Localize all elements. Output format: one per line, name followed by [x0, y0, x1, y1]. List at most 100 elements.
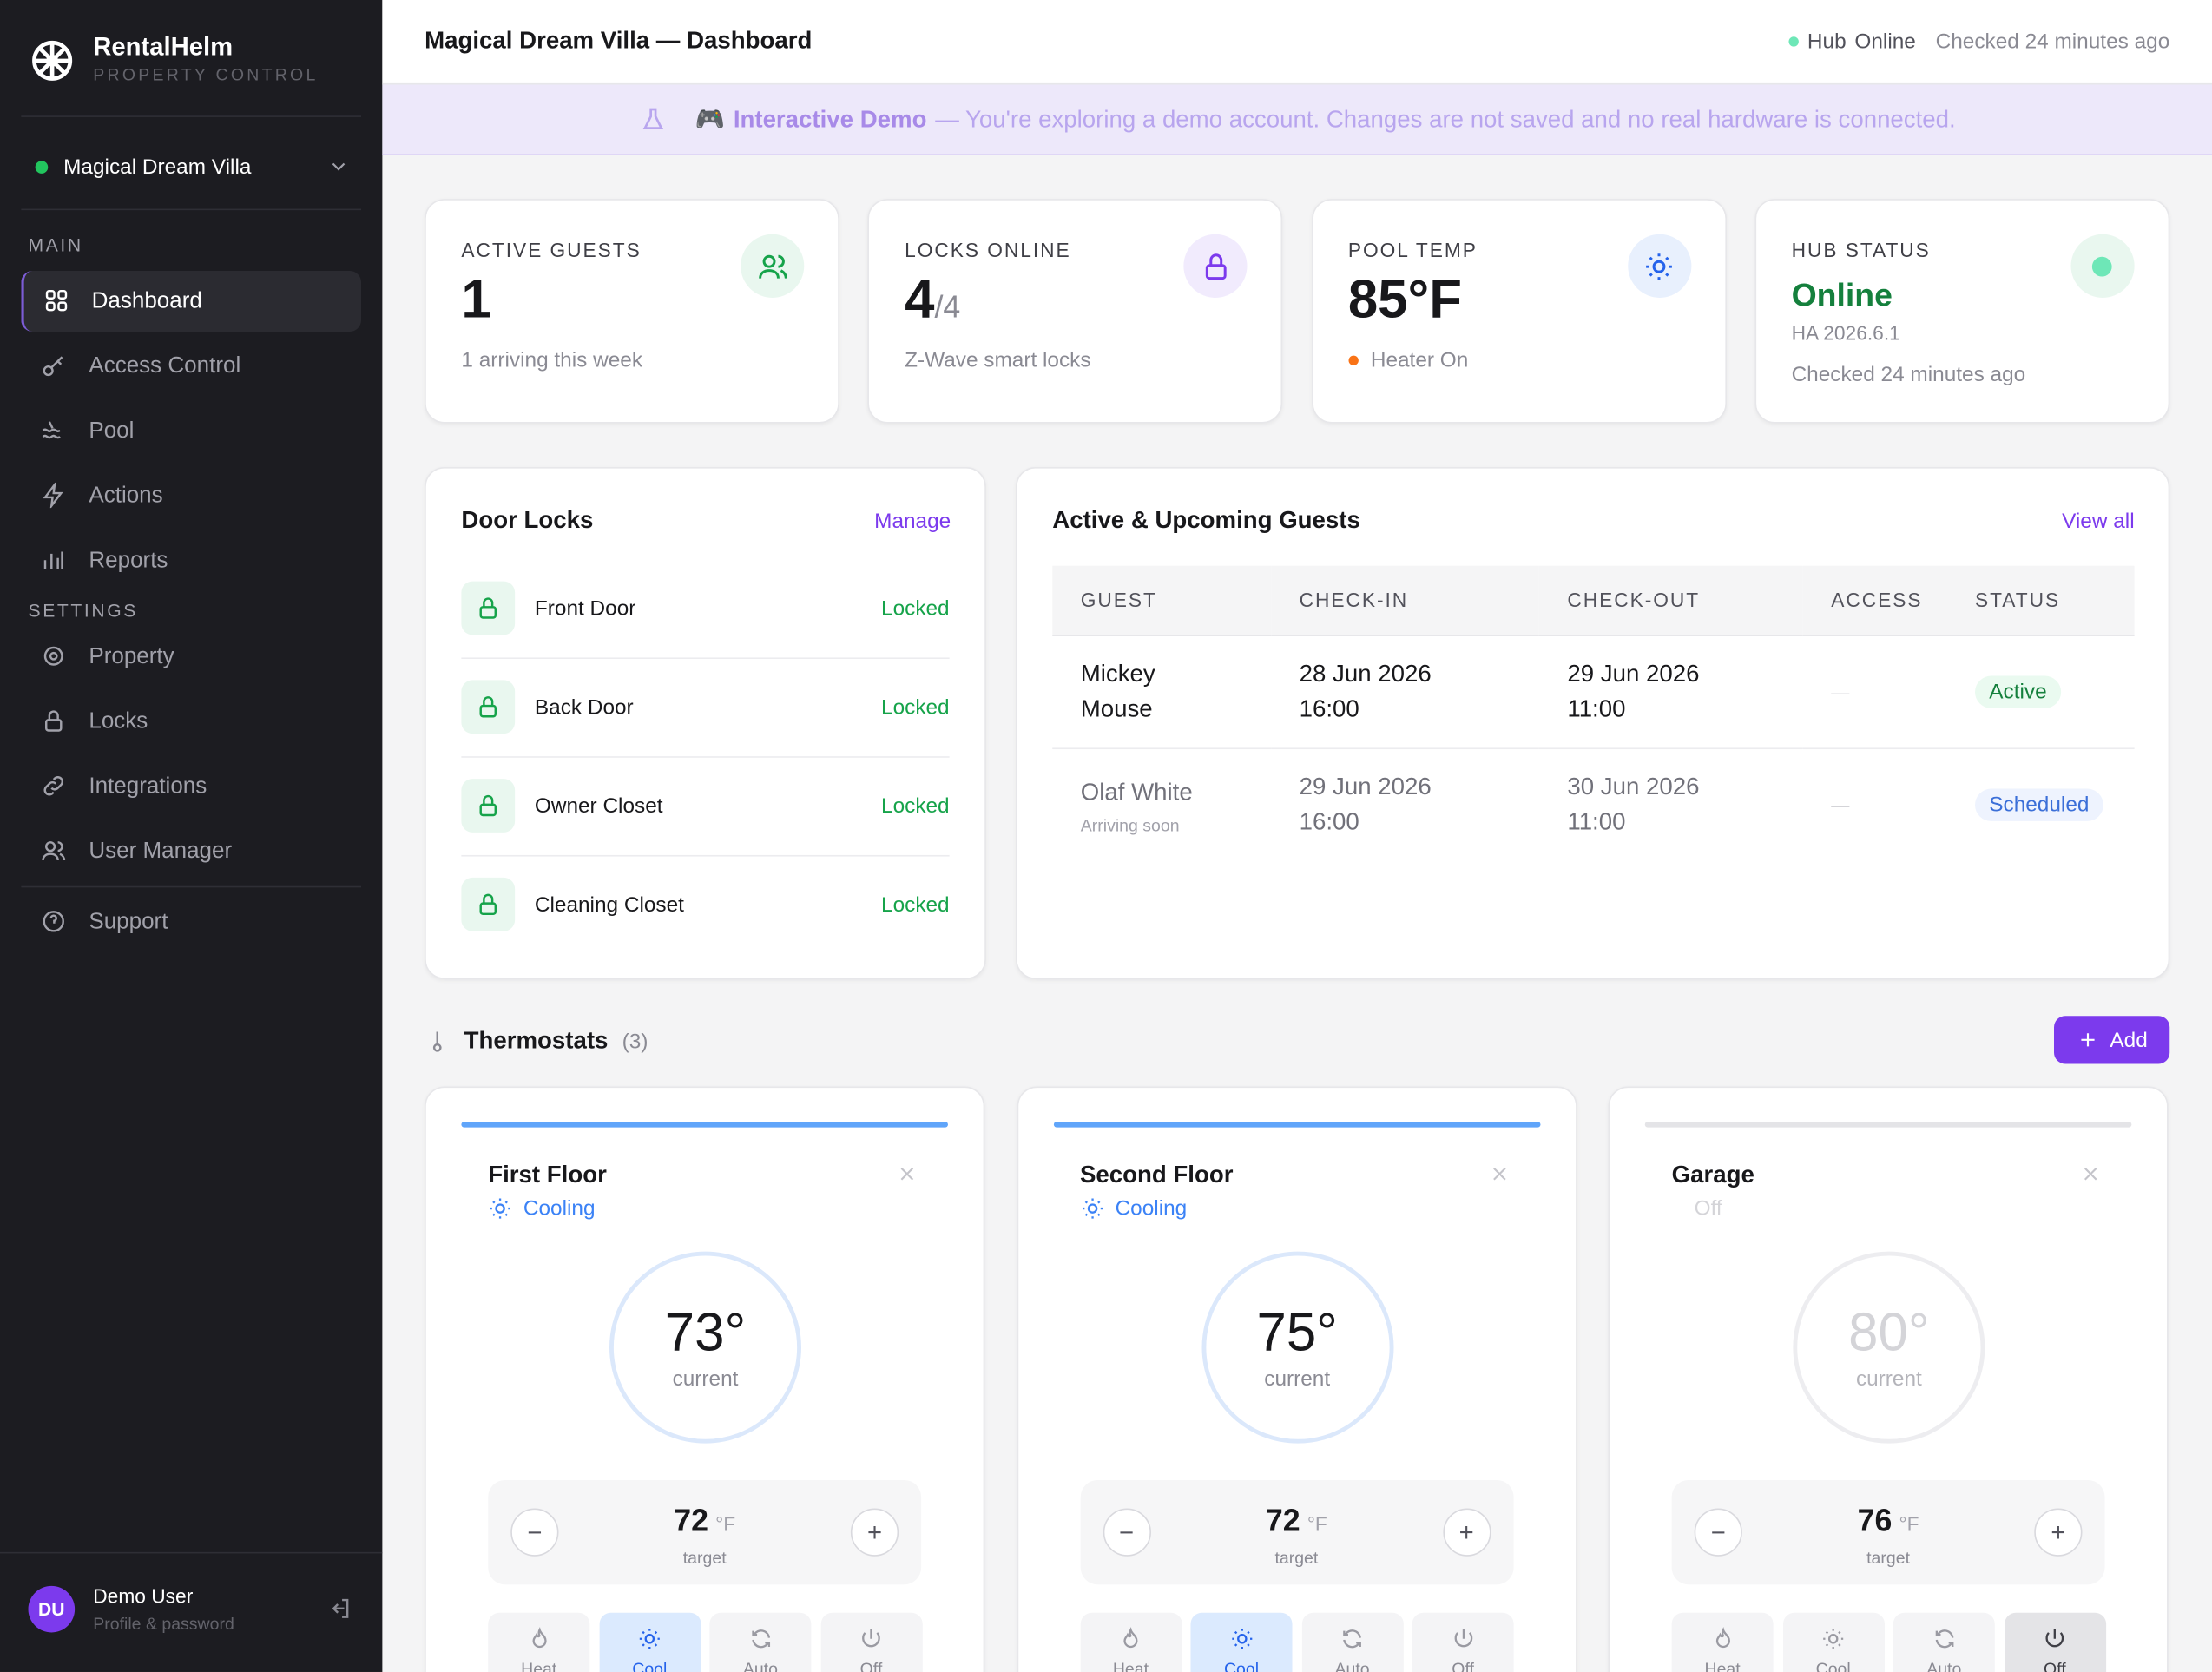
status-dot — [2092, 255, 2113, 276]
stat-card: HUB STATUS Online HA 2026.6.1 Checked 24 mi… — [1754, 199, 2170, 424]
target-value: 76 °F — [1672, 1503, 2105, 1539]
card-title: Door Locks — [461, 506, 594, 534]
current-label: current — [1855, 1366, 1922, 1392]
guest-cell: Olaf White Arriving soon — [1052, 747, 1271, 860]
remove-button[interactable] — [896, 1162, 918, 1192]
column-header: CHECK-OUT — [1567, 589, 1701, 612]
section-heading: MAIN — [28, 234, 83, 256]
table-body: Mickey Mouse 28 Jun 2026 16:00 29 Jun 2026 1… — [1052, 635, 2135, 860]
lock-icon — [479, 696, 497, 718]
nav-item[interactable]: Locks — [21, 691, 361, 752]
increase-button[interactable]: + — [850, 1508, 899, 1557]
lock-name: Cleaning Closet — [534, 892, 684, 917]
mode-button[interactable]: Off — [820, 1612, 922, 1672]
sun-icon — [1646, 253, 1673, 280]
user-subtitle: Profile & password — [93, 1614, 234, 1635]
door-locks-card: Door Locks Manage Front Door Locked Back Doo… — [425, 466, 986, 979]
wave-icon — [42, 421, 61, 439]
property-selector[interactable]: Magical Dream Villa — [21, 142, 361, 193]
guest-table: GUEST CHECK-IN CHECK-OUT ACCESS STATUS Mickey… — [1052, 565, 2135, 861]
nav-label: Support — [89, 909, 168, 934]
lock-icon — [461, 581, 516, 635]
stat-sub: Heater On — [1347, 348, 1468, 372]
demo-banner: 🎮 Interactive Demo — You're exploring a de… — [382, 84, 2212, 155]
remove-button[interactable] — [1488, 1162, 1511, 1192]
lock-icon — [461, 877, 516, 931]
remove-button[interactable] — [2079, 1162, 2102, 1192]
target-control: − +76 °F target — [1671, 1479, 2105, 1585]
mode-button[interactable]: Auto — [1893, 1612, 1995, 1672]
lock-status: Locked — [881, 694, 950, 720]
thermostat-card: Garage Off 80° current − +76 °F target Heat Cool A… — [1608, 1086, 2169, 1672]
lock-status: Locked — [881, 596, 950, 621]
section-title: Thermostats — [464, 1027, 609, 1055]
nav-item[interactable]: Property — [21, 627, 361, 688]
nav-item[interactable]: Reports — [21, 530, 361, 591]
stat-icon — [1627, 234, 1691, 298]
increase-button[interactable]: + — [1442, 1508, 1491, 1557]
mode-button[interactable]: Auto — [1301, 1612, 1404, 1672]
check-out-line: 30 Jun 2026 — [1567, 773, 1700, 800]
hub-state: Online — [1854, 30, 1916, 54]
mode-button[interactable]: Heat — [488, 1612, 590, 1672]
header-row: GUEST CHECK-IN CHECK-OUT ACCESS STATUS — [1052, 565, 2135, 635]
logout-button[interactable] — [327, 1596, 352, 1628]
top-bar: Magical Dream Villa — Dashboard Hub Online… — [382, 0, 2212, 85]
decrease-button[interactable]: − — [1102, 1508, 1151, 1557]
guest-name: Mickey Mouse — [1080, 660, 1155, 723]
current-label: current — [672, 1366, 739, 1392]
mode-button[interactable]: Auto — [709, 1612, 812, 1672]
current-temp: 75° — [1256, 1303, 1338, 1364]
nav-item[interactable]: Integrations — [21, 756, 361, 817]
thermostat-card: Second Floor Cooling 75° current − +72 °F targe… — [1016, 1086, 1577, 1672]
lock-icon — [1205, 253, 1227, 280]
decrease-button[interactable]: − — [1694, 1508, 1742, 1557]
manage-link[interactable]: Manage — [874, 509, 951, 534]
mode-button[interactable]: Off — [2004, 1612, 2106, 1672]
mode-bar — [1053, 1122, 1540, 1128]
divider — [21, 115, 361, 117]
view-all-link[interactable]: View all — [2062, 509, 2135, 534]
check-in-line: 16:00 — [1299, 808, 1359, 836]
power-icon — [862, 1629, 880, 1648]
mode-label: Off — [859, 1659, 883, 1672]
nav-item[interactable]: Access Control — [21, 336, 361, 397]
nav-item[interactable]: Dashboard — [21, 271, 361, 332]
nav-item[interactable]: Support — [21, 892, 361, 952]
nav-label: Dashboard — [91, 288, 202, 313]
increase-button[interactable]: + — [2034, 1508, 2083, 1557]
main-area: Magical Dream Villa — Dashboard Hub Online… — [382, 0, 2212, 1672]
mode-button[interactable]: Cool — [598, 1612, 701, 1672]
check-in-line: 29 Jun 2026 — [1299, 773, 1432, 800]
power-icon — [1453, 1629, 1472, 1648]
gear-icon — [43, 646, 63, 666]
mode-button[interactable]: Cool — [1190, 1612, 1293, 1672]
hub-checked: Checked 24 minutes ago — [1935, 30, 2170, 54]
guest-row: Olaf White Arriving soon 29 Jun 2026 16:00 3… — [1052, 747, 2134, 860]
guest-name: Olaf White — [1080, 778, 1193, 806]
add-button[interactable]: Add — [2054, 1016, 2170, 1064]
guest-row: Mickey Mouse 28 Jun 2026 16:00 29 Jun 2026 1… — [1052, 635, 2135, 748]
nav-item[interactable]: User Manager — [21, 821, 361, 882]
user-name: Demo User — [93, 1584, 194, 1608]
check-in-cell: 29 Jun 2026 16:00 — [1271, 747, 1539, 860]
decrease-button[interactable]: − — [510, 1508, 559, 1557]
avatar: DU — [28, 1585, 76, 1633]
nav-item[interactable]: Actions — [21, 465, 361, 526]
mode-button[interactable]: Heat — [1079, 1612, 1182, 1672]
wheel-icon — [32, 40, 73, 81]
nav-item[interactable]: Pool — [21, 401, 361, 462]
mode-button[interactable]: Off — [1412, 1612, 1514, 1672]
status-dot — [35, 160, 49, 174]
target-label: target — [1866, 1547, 1910, 1568]
stat-card: LOCKS ONLINE 4/4 Z-Wave smart locks — [867, 199, 1283, 424]
users-icon — [758, 253, 787, 278]
mode-button[interactable]: Heat — [1671, 1612, 1774, 1672]
brand-tagline: PROPERTY CONTROL — [93, 64, 319, 85]
stat-detail: HA 2026.6.1 — [1791, 321, 1900, 345]
check-in-line: 28 Jun 2026 — [1299, 660, 1432, 688]
mode-button[interactable]: Cool — [1782, 1612, 1885, 1672]
section-count: (3) — [622, 1029, 648, 1054]
cycle-icon — [1934, 1629, 1953, 1649]
